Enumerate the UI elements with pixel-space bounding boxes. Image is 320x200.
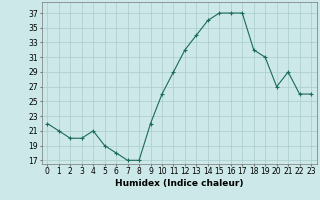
- X-axis label: Humidex (Indice chaleur): Humidex (Indice chaleur): [115, 179, 244, 188]
